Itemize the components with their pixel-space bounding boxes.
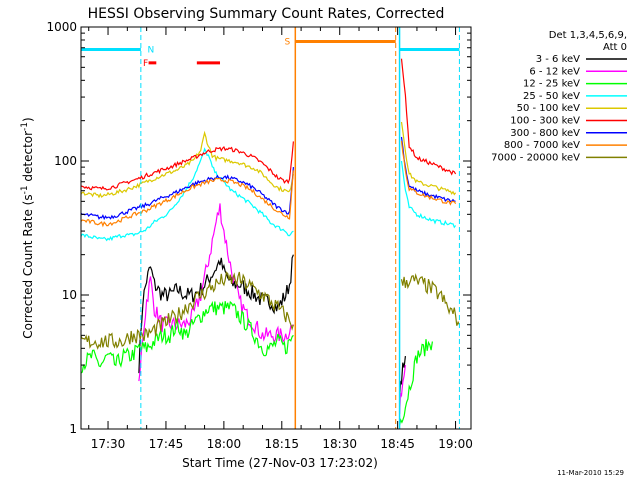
x-axis-label: Start Time (27-Nov-03 17:23:02) — [182, 456, 378, 470]
y-tick-label: 1000 — [46, 20, 77, 34]
series-line-6-12-kev-after-gap — [399, 365, 406, 415]
series-line-12-25-kev — [80, 300, 294, 374]
legend-entry-label: 6 - 12 keV — [529, 66, 580, 77]
flag-label-s: S — [284, 37, 290, 47]
series-line-7000-20000-kev-after-gap — [400, 272, 460, 326]
series-line-3-6-kev — [138, 254, 294, 374]
legend-header-line2: Att 0 — [603, 42, 627, 53]
data-gap — [295, 27, 400, 429]
series-line-800-7000-kev — [80, 170, 294, 228]
x-tick-label: 18:45 — [380, 437, 415, 451]
flag-bars: N S F — [81, 37, 460, 69]
series-line-800-7000-kev-after-gap — [400, 140, 457, 206]
series-line-7000-20000-kev — [80, 271, 294, 350]
series-line-300-800-kev-after-gap — [400, 136, 456, 203]
flag-label-f: F — [143, 59, 148, 69]
legend-header-line1: Det 1,3,4,5,6,9, — [549, 30, 627, 41]
series-line-300-800-kev — [80, 167, 294, 221]
x-axis: 17:30 17:45 18:00 18:15 18:30 18:45 19:00 — [88, 27, 473, 451]
series-layer — [80, 58, 460, 426]
series-line-25-50-kev-after-gap — [400, 160, 457, 229]
x-tick-label: 18:15 — [264, 437, 299, 451]
flag-label-n: N — [147, 45, 154, 55]
plot-timestamp: 11-Mar-2010 15:29 — [557, 469, 624, 477]
series-line-100-300-kev — [80, 141, 294, 191]
y-axis: 1 10 100 1000 — [46, 20, 471, 436]
y-tick-label: 100 — [54, 154, 77, 168]
y-tick-label: 1 — [69, 422, 77, 436]
series-line-50-100-kev — [80, 130, 294, 199]
series-line-3-6-kev-after-gap — [399, 356, 406, 400]
legend-entry-label: 100 - 300 keV — [510, 116, 580, 127]
gap-region — [295, 27, 400, 429]
series-line-100-300-kev-after-gap — [400, 58, 457, 176]
x-tick-label: 17:45 — [149, 437, 184, 451]
series-line-12-25-kev-after-gap — [399, 339, 433, 426]
legend-entry-label: 25 - 50 keV — [523, 91, 580, 102]
series-line-50-100-kev-after-gap — [400, 121, 457, 196]
legend-entry-label: 50 - 100 keV — [517, 103, 581, 114]
x-tick-label: 19:00 — [438, 437, 473, 451]
legend-entry-label: 7000 - 20000 keV — [491, 152, 580, 163]
x-tick-label: 18:00 — [207, 437, 242, 451]
y-tick-label: 10 — [62, 288, 77, 302]
legend-entry-label: 300 - 800 keV — [510, 128, 580, 139]
chart-title: HESSI Observing Summary Count Rates, Cor… — [88, 6, 445, 22]
legend-entry-label: 12 - 25 keV — [523, 79, 580, 90]
legend-entry-label: 3 - 6 keV — [536, 54, 580, 65]
plot-frame — [80, 26, 472, 430]
legend-entry-label: 800 - 7000 keV — [504, 140, 580, 151]
state-lines — [140, 27, 460, 429]
x-tick-label: 18:30 — [322, 437, 357, 451]
series-line-25-50-kev — [80, 147, 294, 242]
x-tick-label: 17:30 — [91, 437, 126, 451]
y-axis-label: Corrected Count Rate (s-1 detector-1) — [20, 117, 35, 338]
